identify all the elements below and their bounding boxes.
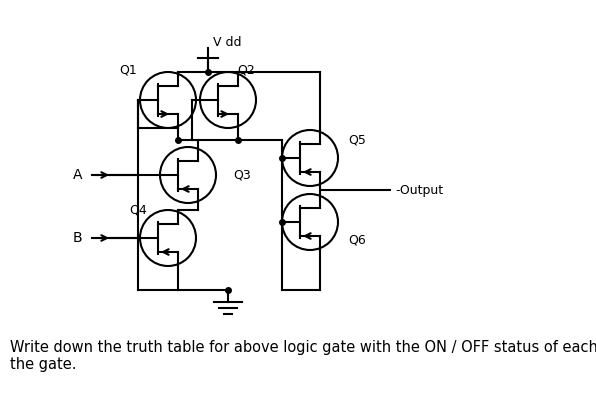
Text: Q1: Q1 (119, 63, 137, 77)
Text: B: B (72, 231, 82, 245)
Text: A: A (73, 168, 82, 182)
Text: Write down the truth table for above logic gate with the ON / OFF status of each: Write down the truth table for above log… (10, 340, 596, 372)
Text: Q3: Q3 (233, 169, 251, 182)
Text: Q4: Q4 (129, 204, 147, 216)
Text: -Output: -Output (395, 183, 443, 197)
Text: Q6: Q6 (348, 234, 366, 246)
Text: V dd: V dd (213, 35, 241, 49)
Text: Q2: Q2 (237, 63, 255, 77)
Text: Q5: Q5 (348, 133, 366, 147)
